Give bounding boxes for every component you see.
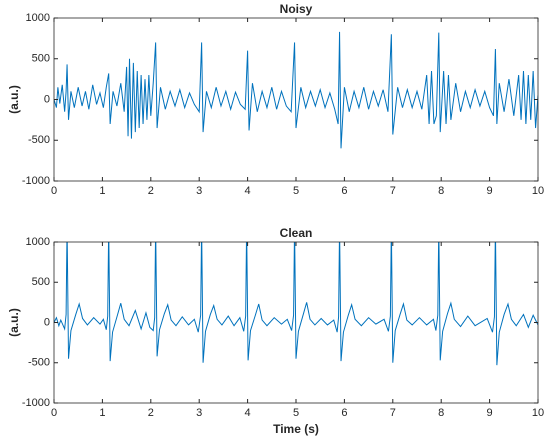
x-tick-label: 5 (293, 407, 299, 419)
x-tick-label: 4 (245, 407, 251, 419)
y-tick-label: 500 (32, 276, 50, 288)
x-tick-label: 7 (390, 407, 396, 419)
chart-title: Noisy (280, 2, 313, 16)
x-tick-label: 10 (532, 185, 544, 197)
y-tick-label: 0 (44, 316, 50, 328)
y-axis-label: (a.u.) (7, 85, 21, 114)
x-tick-label: 2 (148, 185, 154, 197)
signal-line (54, 242, 538, 366)
y-tick-label: 1000 (26, 236, 50, 248)
y-tick-label: -1000 (22, 175, 50, 187)
x-tick-label: 6 (341, 185, 347, 197)
signal-line (54, 31, 538, 149)
x-tick-label: 9 (487, 185, 493, 197)
x-tick-label: 0 (51, 185, 57, 197)
y-tick-label: -500 (28, 357, 50, 369)
x-tick-label: 2 (148, 407, 154, 419)
x-tick-label: 8 (438, 185, 444, 197)
y-tick-label: -1000 (22, 397, 50, 409)
x-tick-label: 8 (438, 407, 444, 419)
x-tick-label: 0 (51, 407, 57, 419)
x-tick-label: 3 (196, 185, 202, 197)
x-tick-label: 4 (245, 185, 251, 197)
x-tick-label: 7 (390, 185, 396, 197)
x-tick-label: 3 (196, 407, 202, 419)
x-axis-label: Time (s) (273, 422, 319, 436)
chart-title: Clean (280, 226, 313, 240)
x-tick-label: 5 (293, 185, 299, 197)
x-tick-label: 9 (487, 407, 493, 419)
x-tick-label: 1 (99, 407, 105, 419)
y-tick-label: 0 (44, 93, 50, 105)
y-tick-label: 1000 (26, 12, 50, 24)
y-tick-label: 500 (32, 53, 50, 65)
x-tick-label: 10 (532, 407, 544, 419)
x-tick-label: 1 (99, 185, 105, 197)
y-tick-label: -500 (28, 134, 50, 146)
y-axis-label: (a.u.) (7, 308, 21, 337)
x-tick-label: 6 (341, 407, 347, 419)
